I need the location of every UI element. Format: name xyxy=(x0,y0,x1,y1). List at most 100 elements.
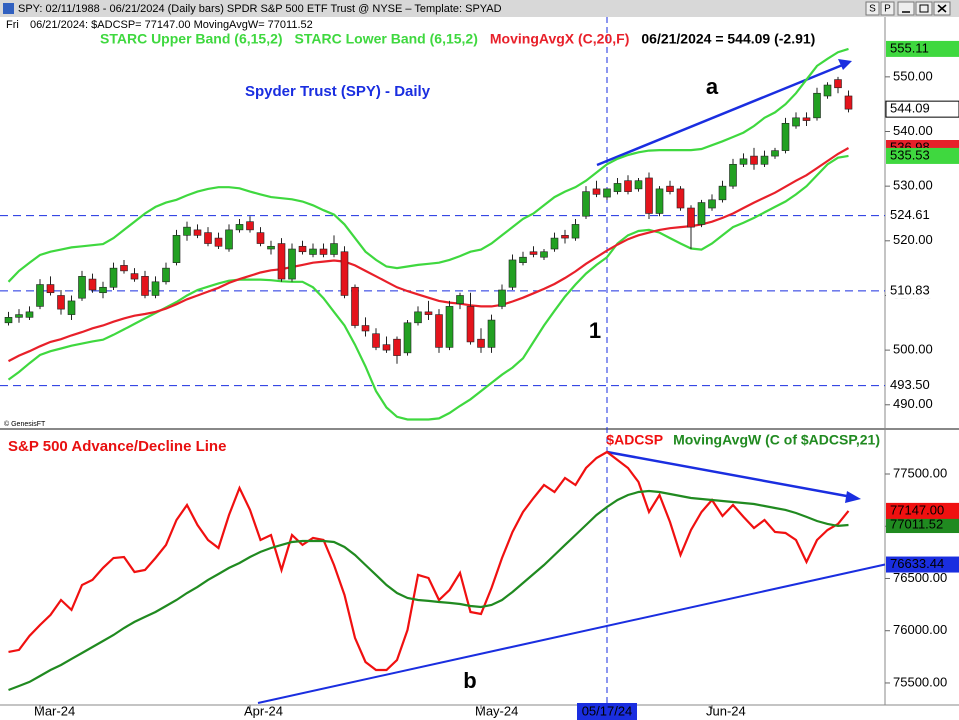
title-bar xyxy=(0,0,959,17)
value-box xyxy=(886,556,959,573)
button-p-label[interactable]: P xyxy=(884,4,891,15)
x-tick-label: May-24 xyxy=(475,703,518,718)
candle-body xyxy=(802,117,811,121)
candle-body xyxy=(603,188,611,198)
candle-body xyxy=(46,284,55,294)
value-box xyxy=(886,282,959,299)
candle-body xyxy=(834,79,842,89)
trend-arrow-ad xyxy=(606,450,853,499)
value-box-label: 535.53 xyxy=(890,147,930,162)
candle-body xyxy=(435,314,443,348)
candle-body xyxy=(844,95,853,110)
candle-body xyxy=(424,311,433,315)
candle-body xyxy=(529,251,538,255)
candle-body xyxy=(277,243,286,280)
series-line xyxy=(7,154,849,421)
candle-body xyxy=(760,155,769,165)
candle-body xyxy=(193,229,202,236)
candle-body xyxy=(550,237,559,250)
arrow-head xyxy=(845,491,861,503)
legend-entry: MovingAvgW (C of $ADCSP,21) xyxy=(673,432,880,448)
status-day: Fri xyxy=(6,19,19,31)
value-box xyxy=(886,517,959,534)
candle-body xyxy=(813,92,821,119)
value-box xyxy=(886,147,959,164)
annotation: b xyxy=(463,668,476,693)
date-marker-box xyxy=(577,703,637,720)
candle-body xyxy=(739,158,748,165)
candle-body xyxy=(634,180,643,190)
candle-body xyxy=(4,317,13,324)
candle-body xyxy=(466,306,475,343)
candle-body xyxy=(750,155,758,165)
candle-body xyxy=(624,180,632,192)
series-line xyxy=(7,47,849,283)
value-box xyxy=(886,207,959,224)
candle-body xyxy=(351,286,359,326)
window-title: SPY: 02/11/1988 - 06/21/2024 (Daily bars… xyxy=(18,3,502,15)
series-line xyxy=(8,489,849,692)
candle-body xyxy=(718,185,727,201)
value-box-label: 76633.44 xyxy=(890,556,944,571)
arrow-head xyxy=(838,59,852,70)
candle-body xyxy=(162,267,170,283)
legend-entry: STARC Upper Band (6,15,2) xyxy=(100,31,283,47)
minimize-button[interactable] xyxy=(897,1,915,16)
chart-title: Spyder Trust (SPY) - Daily xyxy=(245,83,431,100)
candle-body xyxy=(414,311,422,324)
candle-body xyxy=(519,256,527,263)
candle-body xyxy=(214,237,223,247)
candle-body xyxy=(225,229,233,250)
maximize-icon xyxy=(919,4,929,13)
candle-body xyxy=(67,300,76,315)
candle-body xyxy=(288,248,296,280)
candle-body xyxy=(309,248,317,255)
value-box-label: 493.50 xyxy=(890,377,930,392)
legend-entry: $ADCSP xyxy=(606,432,663,448)
candle-body xyxy=(645,177,653,214)
candle-body xyxy=(372,333,380,348)
x-tick-label: Mar-24 xyxy=(34,703,75,718)
candle-body xyxy=(393,338,401,356)
candle-body xyxy=(130,273,139,280)
y-tick-label: 530.00 xyxy=(893,178,933,193)
candle-body xyxy=(36,284,44,307)
candle-body xyxy=(330,243,338,255)
candle-body xyxy=(498,289,506,307)
candle-body xyxy=(25,311,34,318)
candle-body xyxy=(477,338,485,348)
candle-body xyxy=(120,265,128,272)
candle-body xyxy=(298,245,307,253)
y-tick-label: 75500.00 xyxy=(893,674,947,689)
candle-body xyxy=(78,276,86,299)
candle-body xyxy=(99,286,107,294)
candle-body xyxy=(267,245,275,250)
candle-body xyxy=(57,295,65,310)
candle-body xyxy=(256,232,265,244)
candle-body xyxy=(445,306,454,348)
candle-body xyxy=(781,122,790,151)
candle-body xyxy=(109,267,118,288)
app-icon xyxy=(3,3,14,14)
button-s-label[interactable]: S xyxy=(869,4,876,15)
candle-body xyxy=(687,207,695,228)
annotation: a xyxy=(706,74,719,99)
series-line xyxy=(7,147,850,363)
x-tick-label: 05/17/24 xyxy=(582,703,633,718)
value-box xyxy=(886,502,959,519)
candle-body xyxy=(487,319,496,348)
y-tick-label: 500.00 xyxy=(893,342,933,357)
window-buttons: S P xyxy=(865,1,951,16)
candle-body xyxy=(613,183,622,192)
button-s[interactable] xyxy=(865,1,880,16)
y-tick-label: 540.00 xyxy=(893,123,933,138)
button-p[interactable] xyxy=(880,1,895,16)
value-box xyxy=(886,40,959,57)
status-values: 06/21/2024: $ADCSP= 77147.00 MovingAvgW=… xyxy=(30,19,313,31)
y-tick-label: 76500.00 xyxy=(893,570,947,585)
candle-body xyxy=(361,325,370,332)
candle-body xyxy=(141,276,149,296)
value-box-label: 510.83 xyxy=(890,282,930,297)
maximize-button[interactable] xyxy=(915,1,933,16)
